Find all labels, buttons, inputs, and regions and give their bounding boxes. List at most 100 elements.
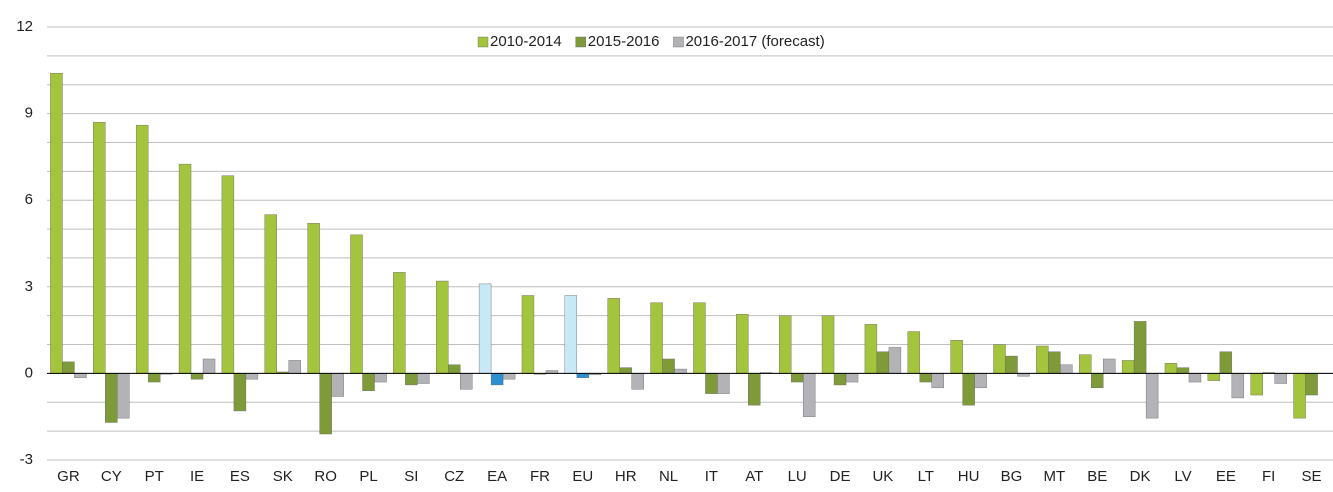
bar	[662, 358, 675, 374]
legend-swatch	[673, 36, 684, 48]
bar	[190, 373, 204, 380]
x-tick-label: MT	[1044, 468, 1066, 485]
x-tick-label: BE	[1087, 468, 1107, 485]
legend-label: 2015-2016	[588, 33, 660, 50]
bar	[405, 373, 418, 386]
bar	[1188, 373, 1202, 383]
bar	[993, 344, 1006, 374]
x-tick-label: PL	[359, 468, 377, 485]
x-tick-label: IT	[705, 468, 718, 485]
bar	[1207, 373, 1221, 381]
bar	[778, 315, 792, 374]
bar	[607, 298, 620, 374]
bar	[502, 373, 516, 380]
bar	[1164, 363, 1178, 374]
bar	[748, 373, 761, 406]
bar	[1133, 321, 1147, 374]
bar	[105, 373, 118, 423]
bar	[650, 302, 663, 374]
bar	[350, 234, 363, 374]
legend-label: 2010-2014	[490, 33, 562, 50]
bar	[147, 373, 161, 383]
bar	[1231, 373, 1245, 399]
bar	[576, 373, 590, 378]
bar	[931, 373, 944, 389]
bar	[393, 272, 406, 374]
bar	[962, 373, 975, 406]
bar	[221, 175, 235, 374]
bar	[1305, 373, 1318, 396]
bar	[864, 324, 878, 374]
bar	[564, 295, 578, 374]
bar	[521, 295, 535, 374]
bar	[717, 373, 730, 394]
legend-swatch	[575, 36, 586, 48]
x-tick-label: IE	[190, 468, 204, 485]
legend-swatch	[477, 36, 489, 48]
x-tick-label: CZ	[444, 468, 464, 485]
bar	[62, 361, 75, 374]
x-tick-label: SE	[1302, 468, 1322, 485]
x-tick-label: NL	[659, 468, 678, 485]
x-tick-label: EA	[487, 468, 507, 485]
bar	[1060, 364, 1073, 374]
bar	[362, 373, 375, 391]
bar	[50, 72, 63, 374]
bar	[93, 122, 106, 374]
bar	[1103, 358, 1116, 374]
bar	[1293, 373, 1306, 419]
bar	[417, 373, 430, 384]
bar	[705, 373, 718, 394]
x-tick-label: RO	[314, 468, 337, 485]
bar	[876, 351, 890, 374]
bar	[821, 315, 835, 374]
legend-label: 2016-2017 (forecast)	[685, 33, 824, 50]
bar	[950, 340, 963, 374]
bar	[245, 373, 259, 380]
bar	[264, 214, 277, 374]
x-tick-label: FR	[530, 468, 550, 485]
x-tick-label: AT	[745, 468, 763, 485]
x-tick-label: LV	[1174, 468, 1191, 485]
y-tick-label: 9	[25, 105, 33, 122]
x-tick-label: EU	[572, 468, 593, 485]
bar	[693, 302, 706, 374]
bar	[888, 347, 902, 374]
bar	[233, 373, 247, 412]
x-tick-label: ES	[230, 468, 250, 485]
bar	[1005, 355, 1018, 374]
bar	[907, 331, 920, 374]
bar	[1145, 373, 1159, 419]
bar	[1250, 373, 1263, 396]
bar	[1274, 373, 1287, 384]
x-tick-label: LU	[788, 468, 807, 485]
x-tick-label: DE	[830, 468, 851, 485]
y-tick-label: -3	[20, 451, 33, 468]
bar	[674, 368, 687, 374]
y-tick-label: 0	[25, 364, 33, 381]
bar	[845, 373, 859, 383]
bar	[736, 314, 749, 374]
bar	[478, 283, 492, 374]
bar	[117, 373, 130, 419]
bar	[833, 373, 847, 386]
x-tick-label: GR	[57, 468, 80, 485]
bar	[490, 373, 504, 386]
bar	[448, 364, 461, 374]
x-tick-label: EE	[1216, 468, 1236, 485]
bar	[919, 373, 932, 383]
bar	[802, 373, 816, 417]
bar	[790, 373, 804, 383]
x-tick-label: HR	[615, 468, 637, 485]
x-tick-label: UK	[872, 468, 893, 485]
bar	[974, 373, 987, 389]
bar	[178, 163, 192, 374]
bar	[460, 373, 473, 390]
y-tick-label: 3	[25, 278, 33, 295]
bar	[619, 367, 632, 374]
bar	[74, 373, 87, 378]
x-tick-label: CY	[101, 468, 122, 485]
bar	[135, 124, 149, 374]
bar	[307, 223, 320, 374]
